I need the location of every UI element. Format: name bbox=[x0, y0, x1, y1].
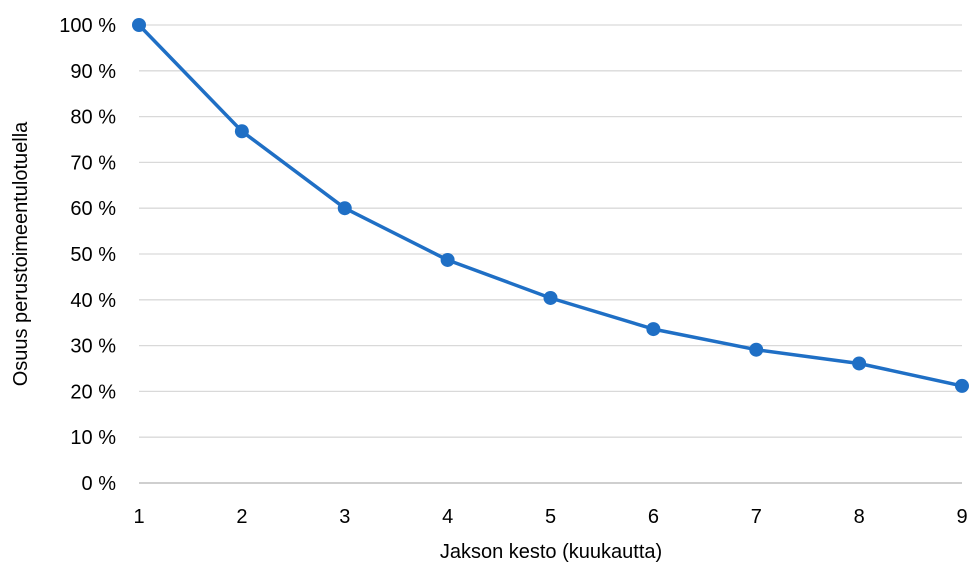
data-point bbox=[543, 290, 558, 305]
data-point bbox=[955, 378, 969, 393]
series-line bbox=[137, 23, 964, 388]
y-tick-label: 20 % bbox=[70, 381, 116, 403]
gridlines bbox=[139, 24, 962, 484]
x-tick-label: 8 bbox=[854, 506, 865, 528]
data-point bbox=[132, 18, 146, 32]
y-tick-label: 60 % bbox=[70, 198, 116, 220]
y-tick-label: 30 % bbox=[70, 336, 116, 358]
x-tick-label: 2 bbox=[236, 506, 247, 528]
data-point bbox=[749, 342, 764, 357]
y-tick-label: 10 % bbox=[70, 427, 116, 449]
x-tick-label: 9 bbox=[956, 506, 967, 528]
x-tick-label: 1 bbox=[133, 506, 144, 528]
y-axis-title: Osuus perustoimeentulotuella bbox=[10, 121, 32, 386]
data-points bbox=[132, 18, 969, 393]
data-point bbox=[852, 356, 867, 371]
x-axis-tick-labels: 1 2 3 4 5 6 7 8 9 bbox=[133, 506, 967, 528]
data-point bbox=[234, 124, 249, 139]
x-axis-title: Jakson kesto (kuukautta) bbox=[440, 541, 662, 563]
y-tick-label: 40 % bbox=[70, 290, 116, 312]
y-tick-label: 90 % bbox=[70, 61, 116, 83]
y-axis-tick-labels: 0 % 10 % 20 % 30 % 40 % 50 % 60 % 70 % 80 % 90 % 1… bbox=[59, 15, 116, 495]
x-tick-label: 4 bbox=[442, 506, 453, 528]
x-tick-label: 6 bbox=[648, 506, 659, 528]
y-tick-label: 100 % bbox=[59, 15, 116, 37]
data-point bbox=[646, 322, 661, 337]
data-point bbox=[440, 252, 455, 267]
x-tick-label: 3 bbox=[339, 506, 350, 528]
y-tick-label: 80 % bbox=[70, 107, 116, 129]
data-point bbox=[337, 201, 352, 216]
series-line-0 bbox=[137, 23, 964, 388]
y-tick-label: 0 % bbox=[82, 473, 117, 495]
y-tick-label: 70 % bbox=[70, 152, 116, 174]
y-tick-label: 50 % bbox=[70, 244, 116, 266]
x-tick-label: 5 bbox=[545, 506, 556, 528]
x-tick-label: 7 bbox=[751, 506, 762, 528]
